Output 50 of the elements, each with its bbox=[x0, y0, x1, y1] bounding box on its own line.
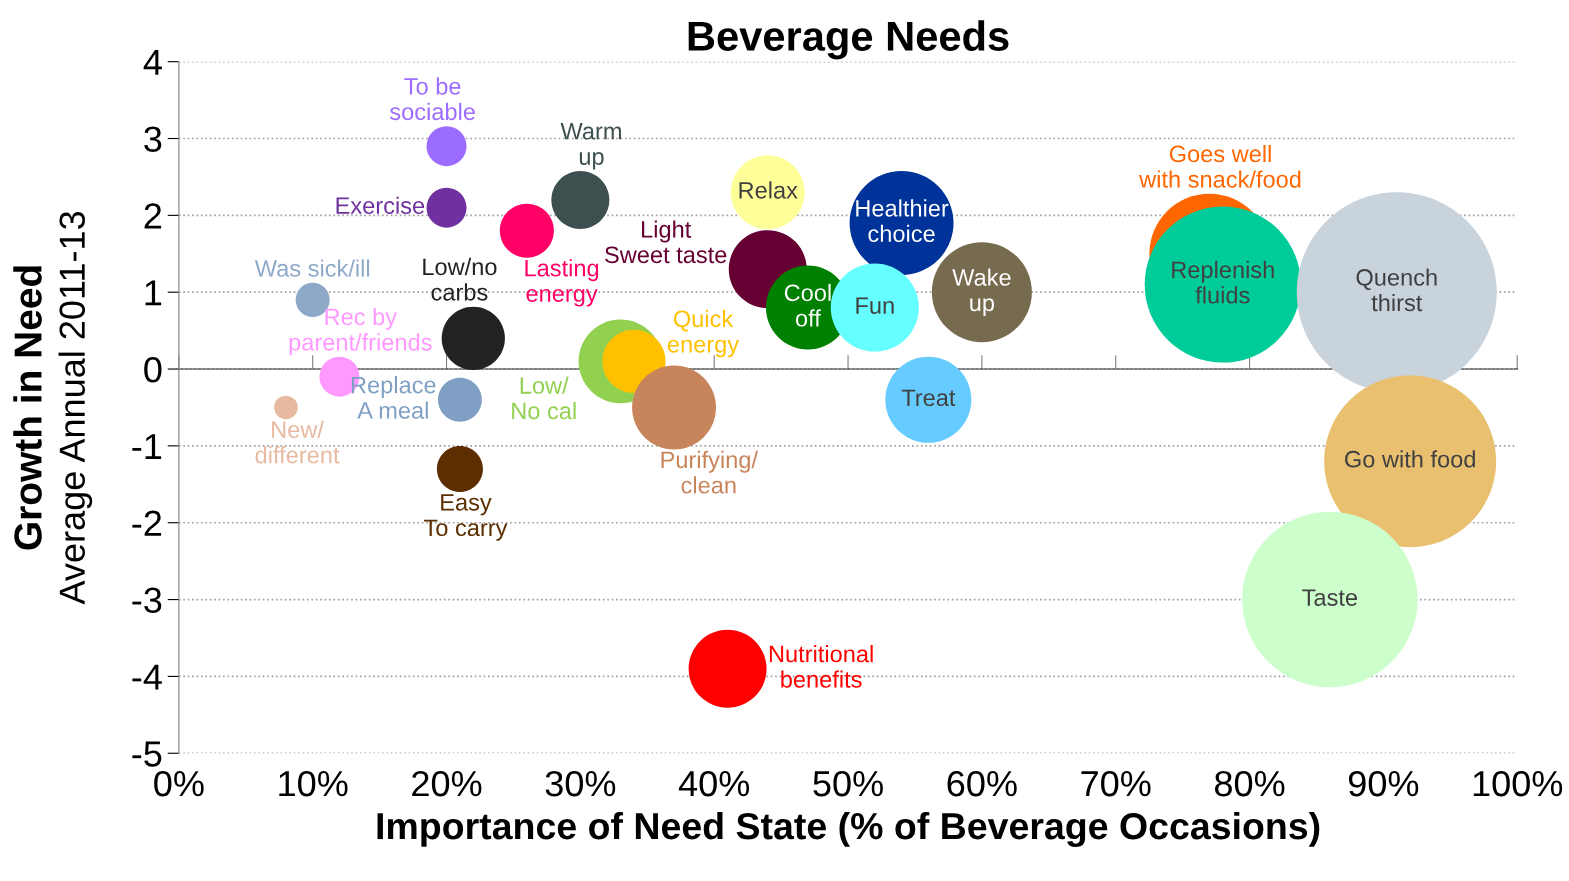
x-tick-label: 80% bbox=[1214, 770, 1285, 797]
series-label: To be sociable bbox=[389, 77, 475, 121]
series-label: Purifying/ clean bbox=[661, 450, 758, 494]
y-tick-label: -2 bbox=[132, 510, 162, 536]
series-label: Replace A meal bbox=[351, 376, 436, 419]
y-tick-label: 0 bbox=[144, 356, 162, 383]
y-tick-label: 3 bbox=[144, 126, 162, 152]
x-tick-label: 70% bbox=[1081, 770, 1151, 797]
x-tick-label: 40% bbox=[678, 770, 750, 797]
series-label: Wake up bbox=[952, 268, 1011, 316]
series-label: Low/ No cal bbox=[512, 376, 576, 420]
x-tick-label: 90% bbox=[1348, 770, 1419, 797]
series-label: Low/no carbs bbox=[423, 257, 497, 301]
series-label: Fun bbox=[856, 297, 894, 314]
series-label: Relax bbox=[739, 181, 798, 199]
series-label: Exercise bbox=[336, 196, 425, 215]
series-label: Quench thirst bbox=[1356, 268, 1437, 312]
x-tick-label: 60% bbox=[947, 770, 1017, 797]
series-label: Goes well with snack/food bbox=[1139, 144, 1301, 188]
y-tick-label: -3 bbox=[132, 587, 162, 614]
series-label: Treat bbox=[901, 389, 956, 407]
y-tick-label: 2 bbox=[144, 203, 162, 229]
x-axis-title: Importance of Need State (% of Beverage Occasions) bbox=[377, 811, 1320, 848]
x-tick-label: 100% bbox=[1473, 770, 1563, 797]
series-label: Nutritional benefits bbox=[769, 645, 873, 688]
y-axis-title: Growth in Need Average Annual 2011-13 bbox=[13, 211, 93, 605]
x-tick-label: 0% bbox=[154, 770, 204, 797]
x-tick-label: 30% bbox=[545, 770, 616, 797]
series-label: Light Sweet taste bbox=[605, 220, 727, 264]
series-label: Healthier choice bbox=[856, 199, 949, 243]
y-tick-label: -1 bbox=[132, 434, 162, 459]
x-tick-label: 10% bbox=[279, 770, 348, 797]
series-label: Lasting energy bbox=[525, 259, 599, 307]
y-tick-label: 1 bbox=[145, 280, 162, 306]
series-label: Easy To carry bbox=[424, 494, 508, 541]
series-label: Was sick/ill bbox=[254, 259, 370, 277]
y-tick-label: -4 bbox=[132, 664, 162, 690]
chart-title: Beverage Needs bbox=[688, 20, 1009, 60]
x-tick-label: 50% bbox=[813, 770, 883, 797]
series-label: New/ different bbox=[255, 420, 340, 464]
series-label: Quick energy bbox=[667, 309, 740, 358]
series-label: Cool off bbox=[784, 283, 831, 327]
y-tick-label: -5 bbox=[132, 741, 162, 767]
y-tick-label: 4 bbox=[143, 49, 162, 75]
x-tick-label: 20% bbox=[412, 770, 482, 797]
series-label: Rec by parent/friends bbox=[289, 307, 432, 356]
series-label: Replenish fluids bbox=[1172, 260, 1274, 304]
series-label: Warm up bbox=[560, 123, 621, 170]
series-label: Go with food bbox=[1345, 450, 1475, 468]
series-label: Taste bbox=[1302, 589, 1358, 606]
